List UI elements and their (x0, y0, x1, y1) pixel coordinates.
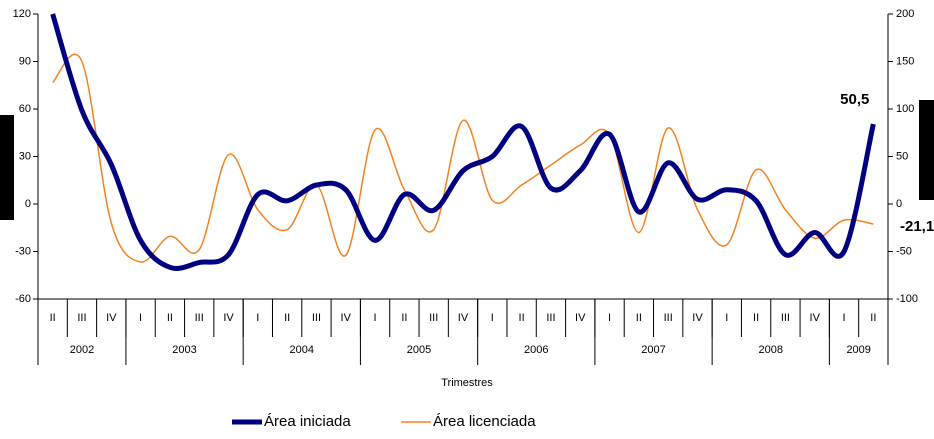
x-tick-label: I (608, 312, 611, 324)
y2-tick-label: -100 (896, 293, 918, 305)
y2-tick-label: 50 (896, 150, 908, 162)
y-tick-label: 120 (13, 8, 31, 20)
group-label: 2009 (846, 344, 870, 356)
y-tick-label: -60 (15, 293, 31, 305)
x-tick-label: III (664, 312, 673, 324)
series-line (50, 13, 876, 271)
y2-tick-label: 100 (896, 103, 914, 115)
x-tick-label: IV (692, 312, 703, 324)
x-tick-label: II (50, 312, 56, 324)
x-tick-label: IV (106, 312, 117, 324)
x-tick-label: I (256, 312, 259, 324)
y-tick-label: 0 (25, 198, 31, 210)
x-tick-label: II (167, 312, 173, 324)
group-label: 2008 (759, 344, 783, 356)
x-tick-label: IV (810, 312, 821, 324)
data-label: 50,5 (840, 91, 869, 108)
x-axis-label: Trimestres (441, 377, 493, 389)
legend-label: Área licenciada (433, 413, 536, 430)
x-tick-label: IV (341, 312, 352, 324)
data-label: -21,1 (900, 218, 934, 235)
x-tick-label: IV (575, 312, 586, 324)
x-tick-label: III (429, 312, 438, 324)
x-tick-label: II (636, 312, 642, 324)
x-tick-label: II (401, 312, 407, 324)
y-tick-label: 90 (19, 55, 31, 67)
x-tick-label: III (195, 312, 204, 324)
x-tick-label: I (843, 312, 846, 324)
cropped-label-right (919, 100, 934, 200)
x-tick-label: I (725, 312, 728, 324)
x-tick-label: II (753, 312, 759, 324)
group-label: 2003 (172, 344, 196, 356)
y2-tick-label: -50 (896, 245, 912, 257)
x-tick-label: I (374, 312, 377, 324)
cropped-label-left (0, 115, 14, 220)
y-tick-label: -30 (15, 245, 31, 257)
x-tick-label: IV (458, 312, 469, 324)
x-tick-label: III (312, 312, 321, 324)
group-label: 2004 (290, 344, 314, 356)
x-tick-label: II (870, 312, 876, 324)
group-label: 2006 (524, 344, 548, 356)
x-tick-label: IV (223, 312, 234, 324)
series-line (52, 53, 874, 263)
x-tick-label: III (546, 312, 555, 324)
group-label: 2002 (70, 344, 94, 356)
y-tick-label: 30 (19, 150, 31, 162)
x-tick-label: III (77, 312, 86, 324)
y2-tick-label: 150 (896, 55, 914, 67)
group-label: 2005 (407, 344, 431, 356)
x-tick-label: II (284, 312, 290, 324)
y-tick-label: 60 (19, 103, 31, 115)
group-label: 2007 (641, 344, 665, 356)
x-tick-label: I (139, 312, 142, 324)
x-tick-label: II (519, 312, 525, 324)
x-tick-label: III (781, 312, 790, 324)
x-tick-label: I (491, 312, 494, 324)
legend-label: Área iniciada (264, 413, 351, 430)
y2-tick-label: 0 (896, 198, 902, 210)
y2-tick-label: 200 (896, 8, 914, 20)
